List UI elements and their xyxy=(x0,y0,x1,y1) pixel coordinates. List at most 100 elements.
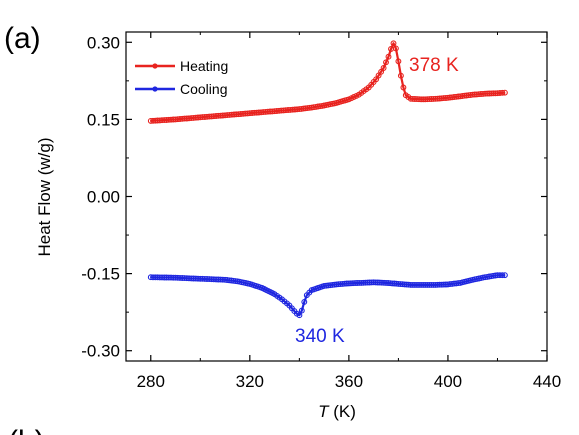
data-point-cooling xyxy=(387,280,394,287)
data-point-cooling xyxy=(397,281,404,288)
x-tick-label: 360 xyxy=(335,372,363,391)
y-tick-label: 0.00 xyxy=(87,188,120,207)
data-point-heating xyxy=(478,91,484,97)
data-point-cooling xyxy=(364,279,371,286)
data-point-cooling xyxy=(230,277,237,284)
data-point-cooling xyxy=(376,279,383,286)
data-point-heating xyxy=(414,96,420,103)
data-point-cooling xyxy=(331,281,338,288)
data-point-cooling xyxy=(399,281,406,288)
annotation-cooling-peak: 340 K xyxy=(295,326,345,347)
data-point-cooling xyxy=(432,281,439,288)
data-point-cooling xyxy=(358,279,365,286)
data-point-cooling xyxy=(325,282,332,289)
x-tick-label: 320 xyxy=(236,372,264,391)
data-point-heating xyxy=(490,90,497,97)
data-point-heating xyxy=(434,95,441,102)
x-axis-unit: (K) xyxy=(329,402,356,421)
data-point-cooling xyxy=(409,281,416,288)
data-point-cooling xyxy=(416,281,422,288)
data-point-cooling xyxy=(350,280,356,287)
data-point-heating xyxy=(422,96,429,103)
data-point-cooling xyxy=(428,281,435,288)
x-tick-label: 440 xyxy=(533,372,561,391)
data-point-cooling xyxy=(333,281,340,288)
data-point-cooling xyxy=(360,279,367,286)
data-point-heating xyxy=(397,72,404,79)
data-point-cooling xyxy=(337,281,344,288)
data-point-cooling xyxy=(378,279,385,286)
data-point-heating xyxy=(310,104,317,111)
data-point-cooling xyxy=(447,281,453,288)
data-point-cooling xyxy=(345,280,352,287)
data-point-heating xyxy=(400,84,407,91)
data-point-cooling xyxy=(407,281,414,288)
data-point-heating xyxy=(484,90,491,97)
data-point-cooling xyxy=(482,274,489,281)
data-point-cooling xyxy=(414,281,420,288)
data-point-heating xyxy=(475,91,482,98)
data-point-heating xyxy=(455,93,462,100)
y-tick-label: -0.30 xyxy=(81,342,120,361)
data-point-cooling xyxy=(347,280,354,287)
data-point-cooling xyxy=(362,279,369,286)
data-point-cooling xyxy=(436,281,443,288)
data-point-cooling xyxy=(327,282,334,289)
data-point-heating xyxy=(444,94,451,101)
data-point-cooling xyxy=(224,277,231,283)
data-point-cooling xyxy=(385,280,392,286)
data-point-cooling xyxy=(424,281,431,288)
data-point-cooling xyxy=(368,279,375,286)
data-point-heating xyxy=(407,95,414,102)
data-point-heating xyxy=(395,58,402,65)
data-point-heating xyxy=(469,91,476,98)
panel-label: (a) xyxy=(4,22,41,55)
data-point-cooling xyxy=(354,280,361,286)
data-point-heating xyxy=(482,90,489,97)
data-point-heating xyxy=(499,89,506,96)
data-point-heating xyxy=(451,94,458,100)
y-tick-label: 0.15 xyxy=(87,110,120,129)
data-point-cooling xyxy=(383,279,389,286)
y-tick-label: -0.15 xyxy=(81,265,120,284)
data-point-heating xyxy=(436,95,443,102)
data-point-cooling xyxy=(501,272,508,279)
data-point-heating xyxy=(471,91,478,98)
data-point-heating xyxy=(302,105,309,112)
data-point-cooling xyxy=(444,281,451,288)
data-point-heating xyxy=(430,95,437,102)
data-point-heating xyxy=(411,96,418,102)
data-point-heating xyxy=(392,45,399,52)
data-point-cooling xyxy=(298,307,305,314)
data-point-cooling xyxy=(442,281,449,288)
data-point-cooling xyxy=(426,281,433,288)
series-cooling xyxy=(147,272,508,319)
legend-label-cooling: Cooling xyxy=(180,81,227,97)
tick-labels: 280 320 360 400 440 0.30 0.15 0.00 -0.15 -0.30 xyxy=(81,33,561,391)
data-point-heating xyxy=(473,91,480,98)
data-point-cooling xyxy=(440,281,447,288)
axis-ticks xyxy=(126,32,548,361)
data-point-heating xyxy=(488,90,495,97)
data-point-cooling xyxy=(401,281,408,288)
data-point-cooling xyxy=(222,276,229,283)
data-point-cooling xyxy=(405,281,412,288)
data-point-cooling xyxy=(381,279,387,286)
x-axis-symbol: T xyxy=(318,402,330,421)
data-point-heating xyxy=(442,95,449,101)
data-point-cooling xyxy=(438,281,445,288)
data-point-heating xyxy=(438,95,445,102)
data-point-heating xyxy=(424,96,431,103)
data-point-heating xyxy=(418,96,425,103)
data-point-heating xyxy=(317,103,323,110)
data-point-heating xyxy=(432,95,439,102)
data-point-cooling xyxy=(321,282,328,289)
series-layer xyxy=(147,40,508,319)
series-heating xyxy=(147,40,508,124)
y-axis-title: Heat Flow (w/g) xyxy=(35,137,54,256)
data-point-heating xyxy=(465,92,472,99)
data-point-heating xyxy=(385,53,392,60)
legend-marker-cooling xyxy=(152,86,158,92)
data-point-cooling xyxy=(366,279,373,286)
data-point-heating xyxy=(459,93,466,99)
